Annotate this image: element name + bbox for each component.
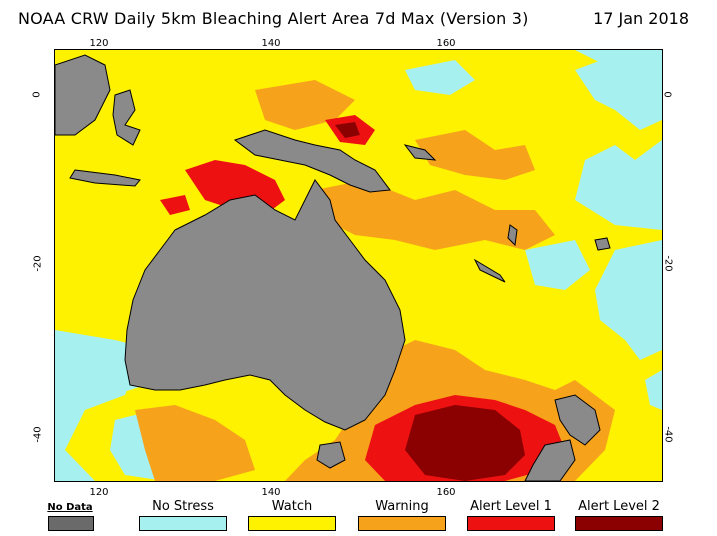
legend-swatch-alert-level-1	[467, 516, 555, 531]
lat-tick-left-20: -20	[32, 255, 44, 272]
australia-land	[124, 179, 406, 431]
warning-coral-sea	[315, 180, 555, 250]
alert2-png	[335, 122, 360, 138]
map-date: 17 Jan 2018	[593, 9, 689, 28]
lat-tick-left-40: -40	[32, 426, 44, 443]
lon-tick-bottom-160: 160	[436, 487, 456, 498]
legend-label-alert-level-1: Alert Level 1	[470, 499, 552, 514]
lat-tick-right-40: -40	[662, 426, 674, 443]
map-title: NOAA CRW Daily 5km Bleaching Alert Area …	[18, 9, 529, 28]
bleaching-map	[54, 49, 663, 482]
legend-label-watch: Watch	[271, 499, 313, 514]
legend-swatch-no-stress	[139, 516, 227, 531]
new-guinea-land	[233, 129, 391, 193]
no-stress-right-low	[645, 370, 662, 410]
java-land	[69, 169, 141, 187]
sulawesi-land	[112, 89, 141, 146]
lon-tick-bottom-140: 140	[261, 487, 281, 498]
lon-tick-bottom-120: 120	[89, 487, 109, 498]
lon-tick-top-160: 160	[436, 38, 456, 49]
legend-label-no-data: No Data	[47, 502, 93, 513]
borneo-land	[55, 54, 111, 136]
no-stress-west	[55, 350, 135, 481]
legend-label-no-stress: No Stress	[152, 499, 214, 514]
map-canvas	[55, 50, 662, 481]
tasmania-land	[316, 441, 346, 469]
lat-tick-right-0: 0	[661, 91, 673, 98]
no-stress-mid-east	[525, 240, 590, 290]
lon-tick-top-140: 140	[261, 38, 281, 49]
new-caledonia-land	[473, 258, 506, 283]
warning-png-east	[415, 130, 535, 180]
legend: No Data No Stress Watch Warning Alert Le…	[0, 499, 717, 536]
new-zealand-north	[554, 394, 601, 446]
new-zealand-south	[524, 439, 576, 481]
legend-swatch-watch	[248, 516, 336, 531]
no-stress-upper	[405, 60, 475, 95]
vanuatu-land	[507, 224, 518, 247]
legend-swatch-no-data	[48, 516, 94, 531]
solomon-islands-land	[403, 144, 437, 161]
legend-label-alert-level-2: Alert Level 2	[578, 499, 660, 514]
alert2-tasman	[405, 405, 525, 481]
fiji-land	[594, 237, 611, 251]
legend-swatch-warning	[358, 516, 446, 531]
warning-north	[255, 80, 355, 130]
lat-tick-right-20: -20	[662, 255, 674, 272]
no-stress-ne	[575, 55, 662, 130]
no-stress-east	[595, 240, 662, 360]
warning-sw	[135, 405, 255, 481]
lon-tick-top-120: 120	[89, 38, 109, 49]
legend-swatch-alert-level-2	[575, 516, 663, 531]
alert1-timor	[160, 195, 190, 215]
legend-label-warning: Warning	[375, 499, 429, 514]
lat-tick-left-0: 0	[31, 91, 43, 98]
